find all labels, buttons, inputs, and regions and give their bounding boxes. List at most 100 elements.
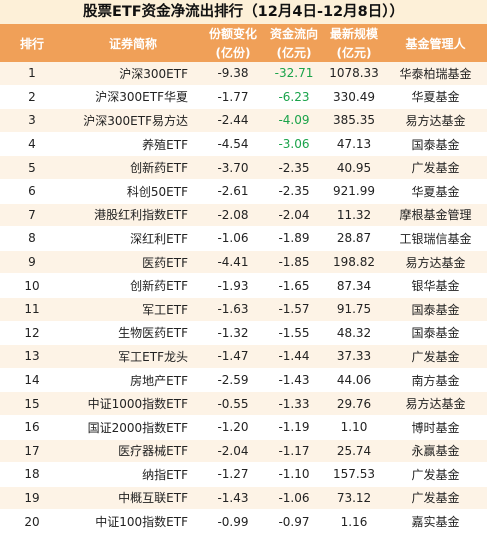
table-row: 7 港股红利指数ETF -2.08 -2.04 11.32 摩根基金管理 bbox=[0, 203, 487, 228]
table-row: 5 创新药ETF -3.70 -2.35 40.95 广发基金 bbox=[0, 155, 487, 180]
header-size-unit: (亿元) bbox=[324, 42, 384, 62]
row-manager: 华夏基金 bbox=[384, 179, 487, 204]
row-size: 87.34 bbox=[324, 273, 384, 298]
row-rank: 18 bbox=[0, 462, 64, 487]
row-share-change: -1.27 bbox=[202, 462, 264, 487]
header-share-change: 份额变化 bbox=[202, 24, 264, 42]
table-row: 6 科创50ETF -2.61 -2.35 921.99 华夏基金 bbox=[0, 179, 487, 204]
row-name: 中证1000指数ETF bbox=[64, 391, 202, 416]
table-row: 14 房地产ETF -2.59 -1.43 44.06 南方基金 bbox=[0, 368, 487, 393]
etf-outflow-table: 排行 证券简称 份额变化 资金流向 最新规模 基金管理人 (亿份) (亿元) (… bbox=[0, 24, 487, 534]
row-share-change: -3.70 bbox=[202, 155, 264, 180]
row-size: 921.99 bbox=[324, 179, 384, 204]
row-name: 国证2000指数ETF bbox=[64, 415, 202, 440]
header-flow: 资金流向 bbox=[264, 24, 324, 42]
row-size: 25.74 bbox=[324, 439, 384, 464]
table-row: 16 国证2000指数ETF -1.20 -1.19 1.10 博时基金 bbox=[0, 415, 487, 440]
row-name: 房地产ETF bbox=[64, 368, 202, 393]
row-rank: 14 bbox=[0, 368, 64, 393]
row-share-change: -2.44 bbox=[202, 108, 264, 133]
row-flow: -0.97 bbox=[264, 509, 324, 534]
row-rank: 19 bbox=[0, 486, 64, 511]
row-name: 沪深300ETF bbox=[64, 62, 202, 86]
table-header: 排行 证券简称 份额变化 资金流向 最新规模 基金管理人 (亿份) (亿元) (… bbox=[0, 24, 487, 62]
row-rank: 5 bbox=[0, 155, 64, 180]
row-rank: 4 bbox=[0, 132, 64, 157]
row-manager: 易方达基金 bbox=[384, 108, 487, 133]
row-manager: 广发基金 bbox=[384, 155, 487, 180]
row-rank: 6 bbox=[0, 179, 64, 204]
row-share-change: -1.20 bbox=[202, 415, 264, 440]
row-name: 中概互联ETF bbox=[64, 486, 202, 511]
row-size: 1.10 bbox=[324, 415, 384, 440]
row-flow: -4.09 bbox=[264, 108, 324, 133]
header-manager: 基金管理人 bbox=[384, 24, 487, 62]
row-rank: 20 bbox=[0, 509, 64, 534]
row-size: 1.16 bbox=[324, 509, 384, 534]
row-manager: 易方达基金 bbox=[384, 250, 487, 275]
row-name: 沪深300ETF易方达 bbox=[64, 108, 202, 133]
row-flow: -1.65 bbox=[264, 273, 324, 298]
row-rank: 16 bbox=[0, 415, 64, 440]
row-share-change: -1.32 bbox=[202, 321, 264, 346]
row-flow: -2.35 bbox=[264, 179, 324, 204]
table-body: 1 沪深300ETF -9.38 -32.71 1078.33 华泰柏瑞基金 2 沪深300E… bbox=[0, 62, 487, 534]
row-manager: 摩根基金管理 bbox=[384, 203, 487, 228]
table-row: 19 中概互联ETF -1.43 -1.06 73.12 广发基金 bbox=[0, 486, 487, 511]
row-flow: -1.43 bbox=[264, 368, 324, 393]
row-size: 11.32 bbox=[324, 203, 384, 228]
row-rank: 13 bbox=[0, 344, 64, 369]
row-name: 港股红利指数ETF bbox=[64, 203, 202, 228]
row-rank: 3 bbox=[0, 108, 64, 133]
row-rank: 11 bbox=[0, 297, 64, 322]
table-row: 10 创新药ETF -1.93 -1.65 87.34 银华基金 bbox=[0, 273, 487, 298]
row-manager: 嘉实基金 bbox=[384, 509, 487, 534]
row-rank: 10 bbox=[0, 273, 64, 298]
row-size: 47.13 bbox=[324, 132, 384, 157]
row-rank: 1 bbox=[0, 62, 64, 86]
header-share-change-unit: (亿份) bbox=[202, 42, 264, 62]
row-manager: 国泰基金 bbox=[384, 132, 487, 157]
row-name: 创新药ETF bbox=[64, 155, 202, 180]
row-manager: 南方基金 bbox=[384, 368, 487, 393]
row-share-change: -1.43 bbox=[202, 486, 264, 511]
row-flow: -32.71 bbox=[264, 62, 324, 86]
row-manager: 博时基金 bbox=[384, 415, 487, 440]
row-manager: 银华基金 bbox=[384, 273, 487, 298]
row-name: 医药ETF bbox=[64, 250, 202, 275]
row-size: 28.87 bbox=[324, 226, 384, 251]
row-manager: 国泰基金 bbox=[384, 321, 487, 346]
row-share-change: -0.99 bbox=[202, 509, 264, 534]
table-row: 11 军工ETF -1.63 -1.57 91.75 国泰基金 bbox=[0, 297, 487, 322]
row-size: 91.75 bbox=[324, 297, 384, 322]
row-flow: -1.89 bbox=[264, 226, 324, 251]
row-share-change: -4.41 bbox=[202, 250, 264, 275]
row-manager: 广发基金 bbox=[384, 462, 487, 487]
row-rank: 2 bbox=[0, 85, 64, 110]
row-flow: -2.04 bbox=[264, 203, 324, 228]
row-size: 40.95 bbox=[324, 155, 384, 180]
table-row: 17 医疗器械ETF -2.04 -1.17 25.74 永赢基金 bbox=[0, 439, 487, 464]
row-name: 军工ETF龙头 bbox=[64, 344, 202, 369]
row-size: 48.32 bbox=[324, 321, 384, 346]
row-name: 沪深300ETF华夏 bbox=[64, 85, 202, 110]
row-rank: 8 bbox=[0, 226, 64, 251]
row-size: 73.12 bbox=[324, 486, 384, 511]
table-row: 9 医药ETF -4.41 -1.85 198.82 易方达基金 bbox=[0, 250, 487, 275]
row-flow: -1.85 bbox=[264, 250, 324, 275]
row-flow: -1.55 bbox=[264, 321, 324, 346]
row-manager: 工银瑞信基金 bbox=[384, 226, 487, 251]
row-share-change: -4.54 bbox=[202, 132, 264, 157]
row-flow: -1.06 bbox=[264, 486, 324, 511]
row-flow: -1.33 bbox=[264, 391, 324, 416]
row-share-change: -1.77 bbox=[202, 85, 264, 110]
row-name: 生物医药ETF bbox=[64, 321, 202, 346]
row-name: 深红利ETF bbox=[64, 226, 202, 251]
row-rank: 17 bbox=[0, 439, 64, 464]
row-manager: 国泰基金 bbox=[384, 297, 487, 322]
row-name: 纳指ETF bbox=[64, 462, 202, 487]
row-flow: -1.57 bbox=[264, 297, 324, 322]
table-row: 13 军工ETF龙头 -1.47 -1.44 37.33 广发基金 bbox=[0, 344, 487, 369]
row-flow: -1.10 bbox=[264, 462, 324, 487]
table-row: 8 深红利ETF -1.06 -1.89 28.87 工银瑞信基金 bbox=[0, 226, 487, 251]
